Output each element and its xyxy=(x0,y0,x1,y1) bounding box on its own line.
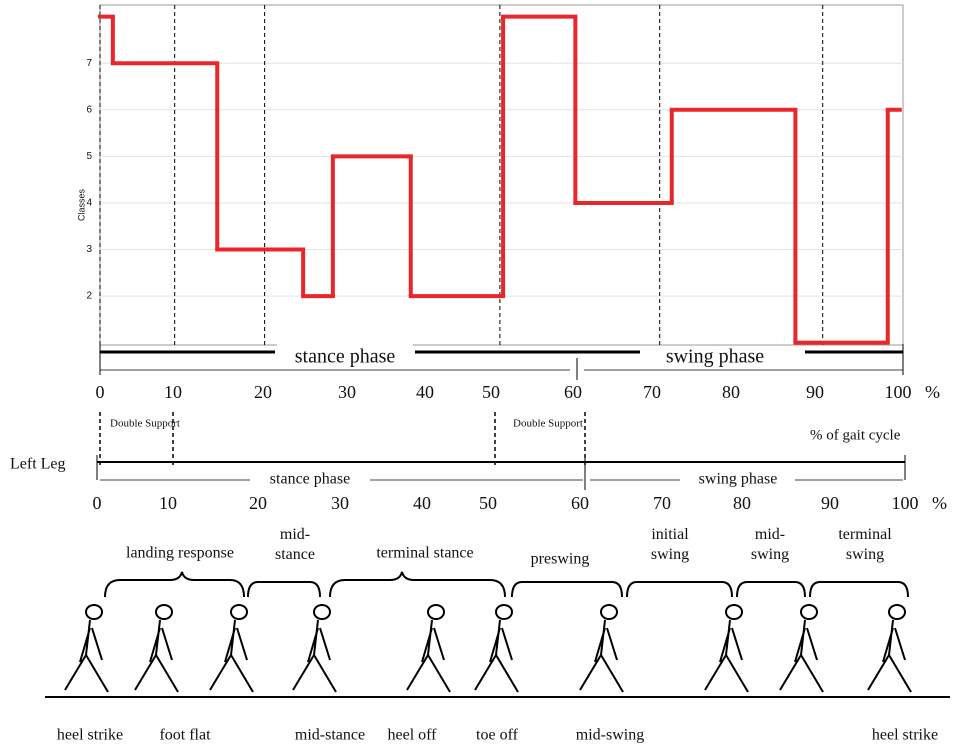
unit: % xyxy=(932,493,947,513)
event-label: heel strike xyxy=(57,727,123,744)
phase-label: terminal stance xyxy=(376,545,473,562)
head xyxy=(888,604,906,620)
unit: % xyxy=(925,382,940,402)
y-tick-label: 2 xyxy=(86,291,92,302)
scale-number: 90 xyxy=(806,382,824,402)
scale-number: 70 xyxy=(643,382,661,402)
y-label: Classes xyxy=(76,188,86,221)
head xyxy=(230,604,248,620)
brace xyxy=(329,571,506,598)
event-label: mid-swing xyxy=(576,727,644,744)
scale-number: 40 xyxy=(416,382,434,402)
scale-number: 50 xyxy=(479,493,497,513)
head xyxy=(800,604,818,620)
y-tick-label: 7 xyxy=(86,58,92,69)
body xyxy=(579,619,624,693)
scale-number: 40 xyxy=(413,493,431,513)
body xyxy=(406,619,451,693)
phase-bars xyxy=(45,344,950,698)
support-label: Double Support xyxy=(513,418,583,430)
body xyxy=(704,619,749,693)
scale-number: 30 xyxy=(331,493,349,513)
body xyxy=(867,619,912,693)
scale-number: 30 xyxy=(338,382,356,402)
event-label: foot flat xyxy=(159,727,211,744)
y-tick-label: 3 xyxy=(86,244,92,255)
brace xyxy=(511,581,623,598)
event-label: heel off xyxy=(387,727,437,744)
scale-number: 10 xyxy=(159,493,177,513)
phase-label: landing response xyxy=(126,545,234,562)
brace xyxy=(736,581,806,598)
head xyxy=(85,604,103,620)
scale-number: 50 xyxy=(482,382,500,402)
body xyxy=(134,619,179,693)
brace xyxy=(104,571,245,598)
scale-number: 80 xyxy=(722,382,740,402)
scale-number: 80 xyxy=(733,493,751,513)
swing-label: swing phase xyxy=(699,471,778,488)
scale-number: 60 xyxy=(564,382,582,402)
body xyxy=(209,619,254,693)
leg-label: Left Leg xyxy=(10,456,66,473)
body xyxy=(474,619,519,693)
y-tick-label: 4 xyxy=(86,198,92,209)
phase-label: mid-swing xyxy=(751,526,789,563)
head xyxy=(427,604,445,620)
head xyxy=(155,604,173,620)
head xyxy=(495,604,513,620)
stance-label: stance phase xyxy=(295,346,396,368)
brace xyxy=(809,581,909,598)
head xyxy=(313,604,331,620)
head xyxy=(600,604,618,620)
scale-number: 100 xyxy=(892,493,919,513)
body xyxy=(779,619,824,693)
scale-number: 70 xyxy=(653,493,671,513)
body xyxy=(64,619,109,693)
scale-number: 90 xyxy=(821,493,839,513)
scale-number: 0 xyxy=(93,493,102,513)
stance-label: stance phase xyxy=(270,471,350,488)
head xyxy=(725,604,743,620)
scale-number: 10 xyxy=(164,382,182,402)
phase-label: mid-stance xyxy=(275,526,315,563)
body xyxy=(292,619,337,693)
scale-number: 60 xyxy=(571,493,589,513)
y-tick-label: 5 xyxy=(86,151,92,162)
scale-number: 20 xyxy=(249,493,267,513)
scale-number: 0 xyxy=(96,382,105,402)
swing-label: swing phase xyxy=(666,346,764,368)
walkers xyxy=(64,604,912,693)
caption: % of gait cycle xyxy=(810,427,901,443)
event-label: toe off xyxy=(476,727,519,744)
event-label: heel strike xyxy=(872,727,938,744)
event-label: mid-stance xyxy=(295,727,365,744)
scale-number: 20 xyxy=(254,382,272,402)
y-tick-label: 6 xyxy=(86,104,92,115)
phase-label: terminal swing xyxy=(838,526,892,563)
brace xyxy=(626,581,733,598)
phase-label: preswing xyxy=(531,551,590,568)
label-bg xyxy=(277,342,413,364)
brace xyxy=(247,581,321,598)
support-label: Double Support xyxy=(110,418,180,430)
phase-label: initial swing xyxy=(651,526,689,563)
scale-number: 100 xyxy=(885,382,912,402)
